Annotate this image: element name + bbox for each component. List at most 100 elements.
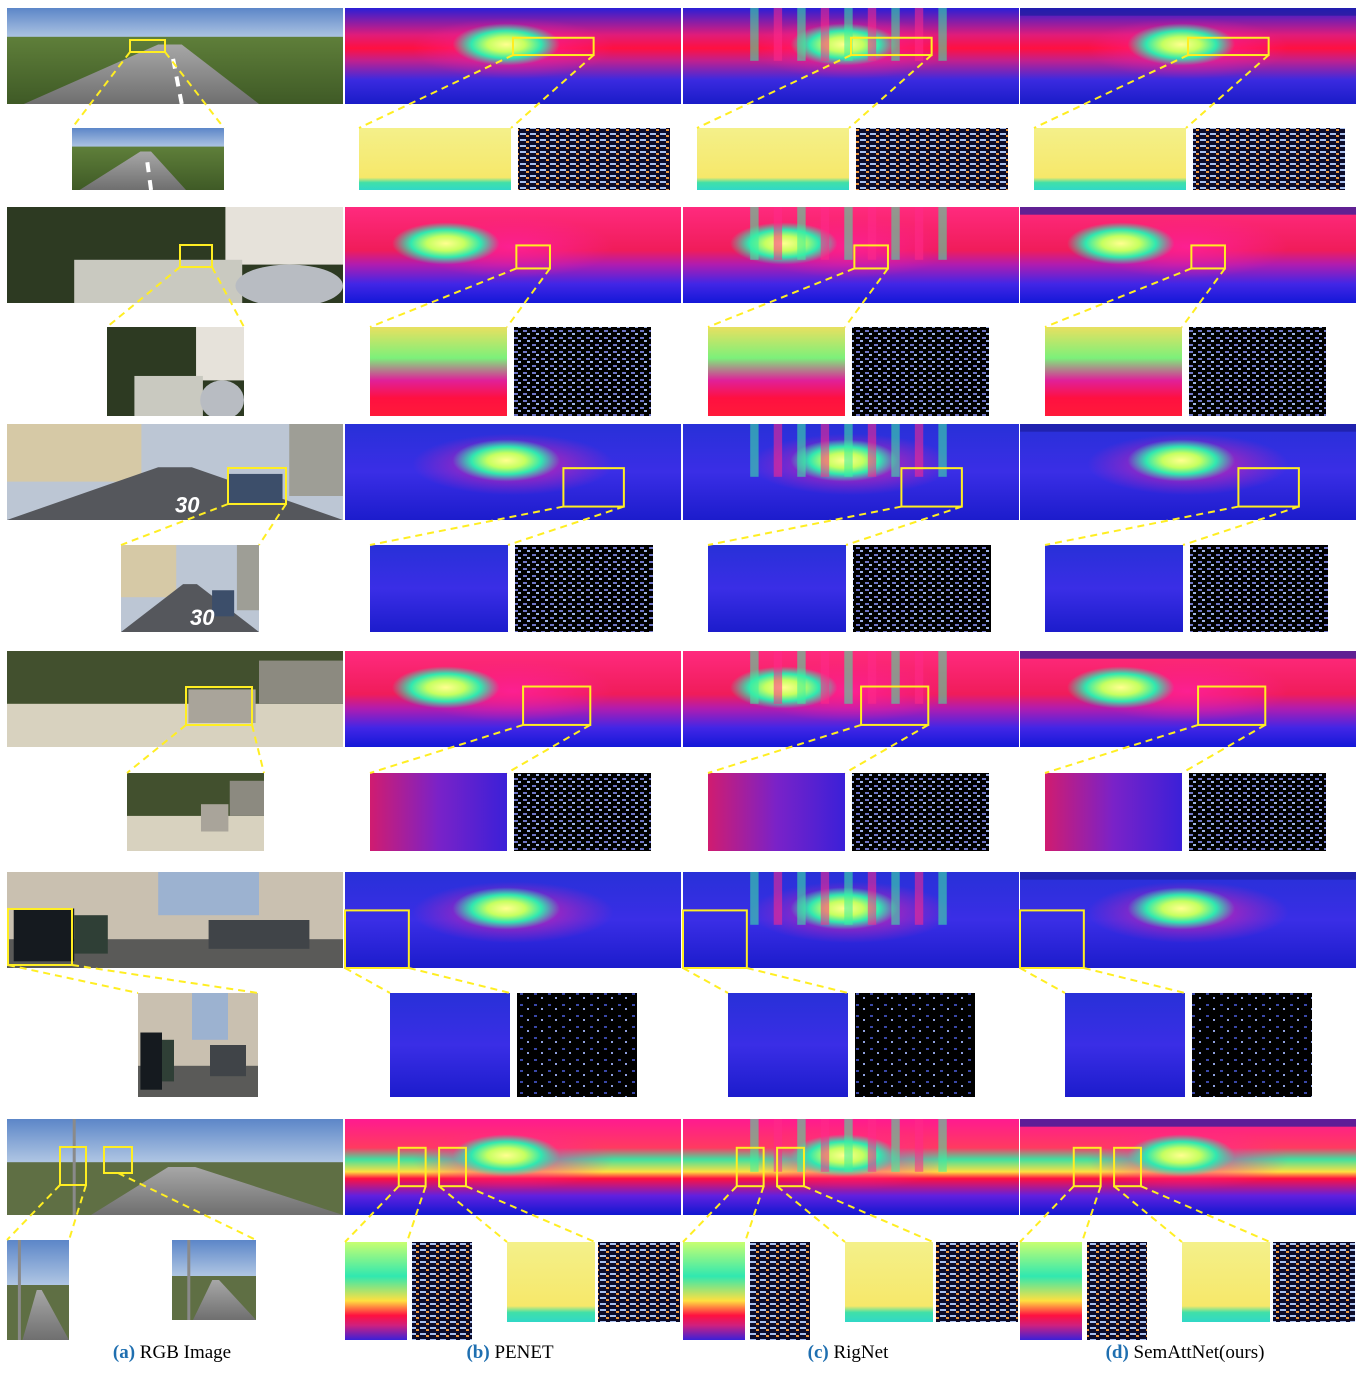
highlight-box: [438, 1146, 467, 1188]
penet-zoom: [369, 505, 653, 632]
highlight-box: [185, 686, 253, 726]
leader-line: [506, 724, 591, 774]
leader-line: [68, 1184, 87, 1241]
vertical-artifact: [820, 207, 830, 260]
far-region: [1127, 23, 1236, 66]
zoom-error-map: [514, 773, 651, 851]
semattnet-zoom: [1044, 723, 1326, 851]
rignet-depth: [682, 872, 1019, 970]
vertical-artifact: [844, 8, 853, 61]
van: [74, 915, 108, 954]
caption-tag: (b): [466, 1342, 490, 1363]
top-band: [1020, 1119, 1356, 1127]
vertical-artifact: [914, 651, 924, 704]
building: [121, 545, 177, 598]
rgb-image: [7, 651, 343, 747]
vertical-artifact: [844, 207, 853, 260]
highlight-box: [682, 909, 748, 970]
caption-tag: (c): [807, 1342, 829, 1363]
penet-zoom: [369, 267, 651, 416]
depth-map: [345, 651, 681, 747]
road: [91, 1167, 343, 1215]
photo: [7, 207, 343, 303]
rgb-zoom: [71, 51, 225, 190]
building: [225, 207, 343, 265]
zoom-depth: [370, 327, 507, 416]
highlight-box: [129, 39, 166, 53]
leader-line: [369, 267, 517, 328]
photo: [107, 327, 244, 416]
vertical-artifact: [891, 207, 900, 260]
road: [193, 1280, 256, 1320]
row-parked-cars: [7, 872, 1356, 1097]
vertical-artifact: [820, 8, 830, 61]
vertical-artifact: [867, 424, 877, 477]
highlight-box: [1113, 1146, 1142, 1188]
road: [22, 1290, 69, 1340]
leader-line: [707, 505, 902, 546]
leader-line: [408, 967, 511, 994]
zoom-depth-sign: [1182, 1242, 1270, 1322]
zoom-depth: [370, 773, 507, 851]
leader-line: [696, 54, 852, 129]
lane-marking: [144, 155, 154, 190]
leader-line: [369, 723, 524, 774]
vertical-artifact: [773, 872, 783, 925]
depth-map: [683, 207, 1019, 303]
zoom-error-map: [852, 327, 989, 416]
leader-line: [1044, 723, 1199, 774]
leader-line: [1044, 267, 1192, 328]
vertical-artifact: [891, 1119, 900, 1172]
depth-map: [683, 651, 1019, 747]
road: [121, 584, 259, 632]
pavement: [127, 815, 264, 851]
far-region: [1067, 666, 1175, 709]
car: [228, 473, 283, 503]
road: [7, 467, 343, 520]
penet-depth: [345, 207, 681, 303]
penet-depth: [345, 651, 681, 747]
zoom-error-map: [517, 993, 637, 1097]
row-road-signs: [6, 1119, 1356, 1340]
car: [200, 380, 244, 416]
zoom-depth-pole: [683, 1242, 745, 1340]
highlight-box: [59, 1146, 87, 1186]
highlight-box: [1190, 244, 1226, 270]
highlight-box: [515, 244, 551, 270]
sky: [7, 1119, 343, 1167]
highlight-box: [522, 685, 592, 726]
highlight-box: [562, 467, 625, 508]
pavement: [7, 703, 343, 747]
rignet-zoom: [696, 54, 1008, 190]
far-region: [392, 222, 500, 265]
zoom-depth-sign: [507, 1242, 595, 1322]
zoom-depth: [1045, 545, 1183, 632]
vertical-artifact: [938, 8, 947, 61]
vertical-artifact: [773, 8, 783, 61]
far-region: [392, 666, 500, 709]
leader-line: [507, 505, 625, 546]
semattnet-zoom: [1044, 267, 1326, 416]
vertical-artifact: [750, 1119, 759, 1172]
row-street-trees: [7, 207, 1356, 416]
far-region: [452, 439, 561, 482]
zoom-error-map: [518, 128, 670, 190]
highlight-box: [512, 36, 595, 57]
sky: [158, 872, 259, 916]
leader-line: [682, 1185, 738, 1243]
leader-line: [438, 1185, 508, 1243]
vertical-artifact: [844, 424, 853, 477]
vertical-artifact: [797, 1119, 806, 1172]
rgb-image: [7, 207, 343, 303]
far-region: [452, 887, 561, 930]
leader-line: [744, 1185, 765, 1243]
car: [212, 590, 235, 617]
zoom-depth: [708, 327, 845, 416]
leader-line: [6, 1184, 61, 1241]
penet-zoom: [344, 1185, 680, 1340]
caption-label: RGB Image: [139, 1342, 232, 1363]
photo: [7, 8, 343, 104]
caption-semattnet: (d) SemAttNet(ours): [1020, 1342, 1350, 1368]
leader-line: [1019, 967, 1066, 994]
highlight-box: [1237, 467, 1300, 508]
